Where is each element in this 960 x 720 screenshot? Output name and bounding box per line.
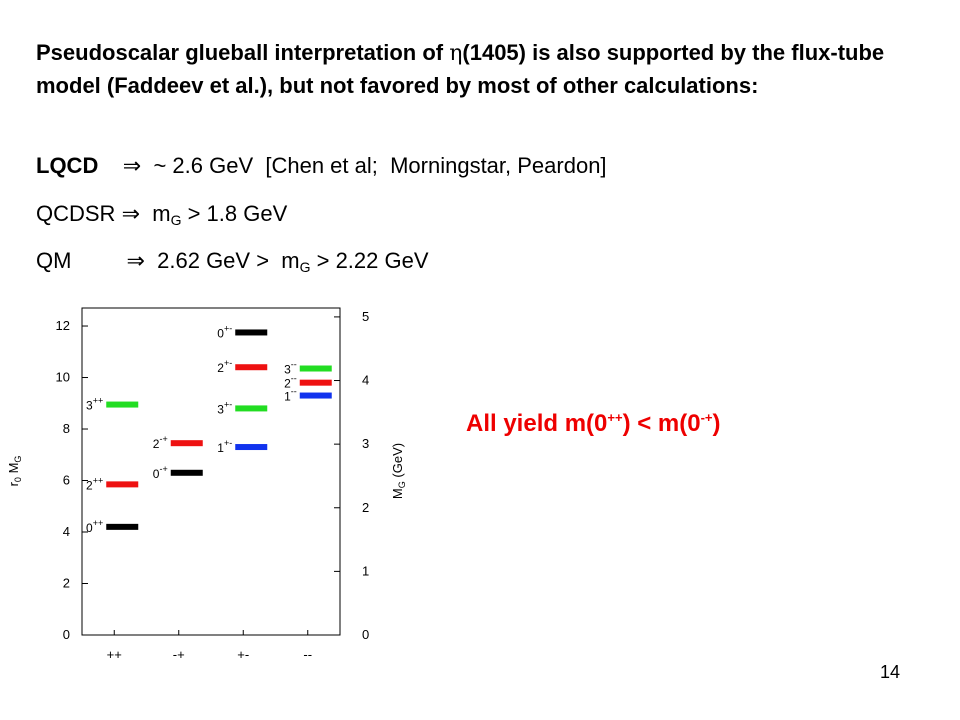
qm-subscript: G [299, 259, 311, 275]
right-tick-label: 5 [362, 309, 369, 324]
level-label-2-+: 2-+ [153, 434, 168, 451]
qm-line: QM ⇒ 2.62 GeV > mG > 2.22 GeV [36, 247, 429, 281]
level-label-0-+: 0-+ [153, 464, 168, 481]
level-bar-2+- [235, 364, 268, 371]
qcdsr-arrow: ⇒ [121, 202, 141, 227]
qcdsr-subscript: G [170, 212, 182, 228]
plot-frame [81, 307, 341, 636]
level-bar-1+- [235, 444, 268, 451]
left-tick-label: 4 [63, 524, 70, 539]
qm-arrow: ⇒ [126, 249, 145, 274]
level-bar-0-+ [170, 469, 203, 476]
left-tick-label: 10 [56, 370, 70, 385]
level-bar-2-+ [170, 440, 203, 447]
left-tick-label: 12 [56, 318, 70, 333]
left-tick-label: 6 [63, 473, 70, 488]
intro-paragraph: Pseudoscalar glueball interpretation of … [36, 37, 926, 102]
page-number: 14 [880, 662, 901, 682]
qm-label: QM [36, 248, 72, 273]
left-axis-label: r0 MG [6, 456, 23, 487]
level-label-0+-: 0+- [217, 323, 232, 340]
right-tick-label: 4 [362, 373, 369, 388]
level-bar-0++ [106, 523, 139, 530]
category-label: -- [303, 647, 312, 662]
conclusion-sup2: -+ [700, 410, 713, 425]
lqcd-line: LQCD ⇒ ~ 2.6 GeV [Chen et al; Morningsta… [36, 152, 607, 181]
intro-text-after: (1405) is also supported by the flux-tub… [36, 40, 885, 98]
level-bar-1-- [299, 392, 332, 399]
right-tick-label: 0 [362, 627, 369, 642]
right-tick-label: 2 [362, 500, 369, 515]
left-tick-label: 2 [63, 576, 70, 591]
conclusion-sup1: ++ [607, 410, 623, 425]
level-bar-0+- [235, 329, 268, 336]
level-label-2++: 2++ [86, 475, 103, 492]
right-axis-label: MG (GeV) [390, 443, 407, 499]
right-tick-label: 1 [362, 563, 369, 578]
level-bar-3-- [299, 365, 332, 372]
conclusion-text: All yield m(0++) < m(0-+) [466, 410, 721, 438]
category-label: +- [237, 647, 249, 662]
eta-symbol: η [449, 41, 463, 66]
qcdsr-value-post: > 1.8 GeV [181, 201, 288, 226]
level-label-3+-: 3+- [217, 399, 232, 416]
left-tick-label: 8 [63, 421, 70, 436]
level-bar-2++ [106, 481, 139, 488]
level-label-3++: 3++ [86, 396, 103, 413]
qcdsr-value-pre: m [152, 201, 171, 226]
lqcd-label: LQCD [36, 153, 99, 178]
level-label-1+-: 1+- [217, 438, 232, 455]
lqcd-value: ~ 2.6 GeV [Chen et al; Morningstar, Pear… [153, 153, 607, 178]
level-bar-2-- [299, 379, 332, 386]
left-tick-label: 0 [63, 627, 70, 642]
intro-text-before: Pseudoscalar glueball interpretation of [36, 40, 450, 65]
lqcd-arrow: ⇒ [122, 154, 142, 179]
qcdsr-line: QCDSR ⇒ mG > 1.8 GeV [36, 200, 287, 234]
conclusion-part3: ) [712, 410, 721, 437]
qm-value-pre: 2.62 GeV > m [157, 248, 300, 273]
category-label: ++ [107, 647, 122, 662]
category-label: -+ [173, 647, 185, 662]
qcdsr-label: QCDSR [36, 201, 116, 226]
right-tick-label: 3 [362, 436, 369, 451]
conclusion-part1: All yield m(0 [466, 410, 608, 437]
qm-value-post: > 2.22 GeV [310, 248, 429, 273]
level-label-2+-: 2+- [217, 358, 232, 375]
level-bar-3+- [235, 405, 268, 412]
level-bar-3++ [106, 401, 139, 408]
level-label-0++: 0++ [86, 518, 103, 535]
conclusion-part2: ) < m(0 [622, 410, 701, 437]
